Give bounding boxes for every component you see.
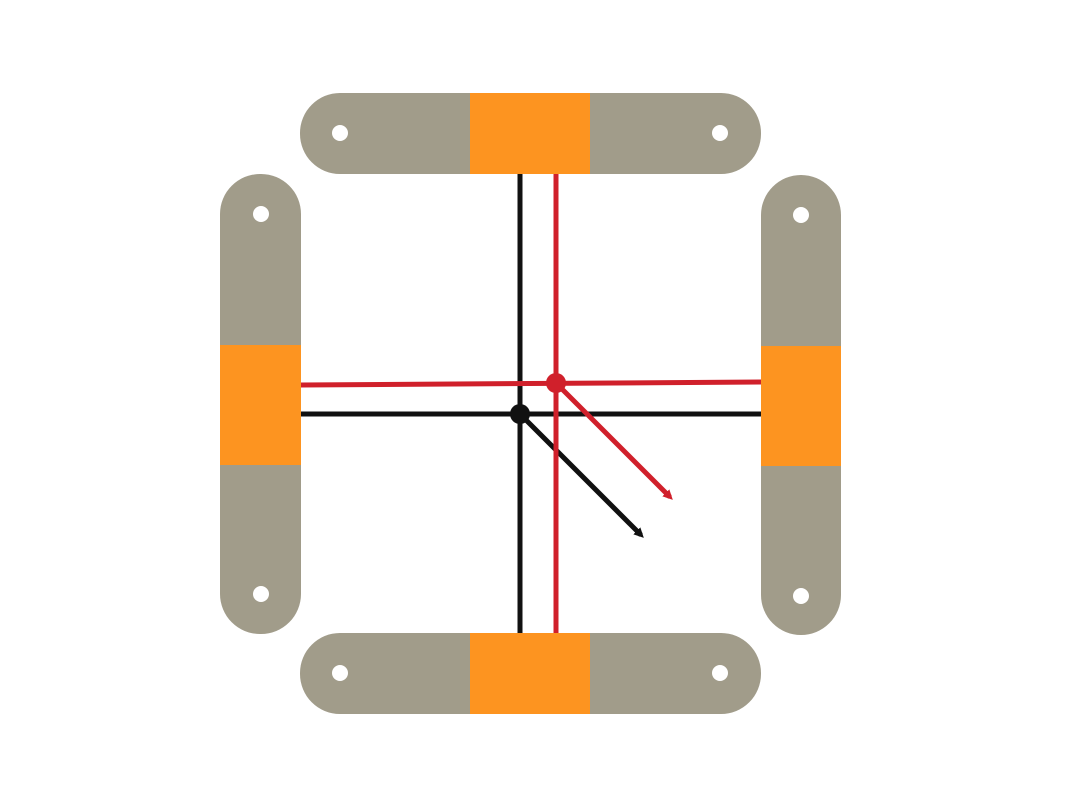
displaced-arrow [554,381,673,500]
bottom-bar-left-hole [332,665,348,681]
left-bar-top-hole [253,206,269,222]
left-bar [220,174,301,634]
reference-lines [301,174,761,633]
bottom-bar [300,633,761,714]
right-slider [761,346,841,466]
reference-arrow [518,412,644,538]
reference-pivot [510,404,530,424]
left-slider [220,345,301,465]
right-bar-top-hole [793,207,809,223]
displaced-lines [300,174,762,633]
bottom-bar-right-hole [712,665,728,681]
top-bar-left-hole [332,125,348,141]
right-bar [761,175,841,635]
top-bar-right-hole [712,125,728,141]
right-bar-bottom-hole [793,588,809,604]
displaced-pivot [546,373,566,393]
top-bar [300,93,761,174]
top-slider [470,93,590,174]
displaced-horizontal-line [300,379,762,388]
left-bar-bottom-hole [253,586,269,602]
bottom-slider [470,633,590,714]
